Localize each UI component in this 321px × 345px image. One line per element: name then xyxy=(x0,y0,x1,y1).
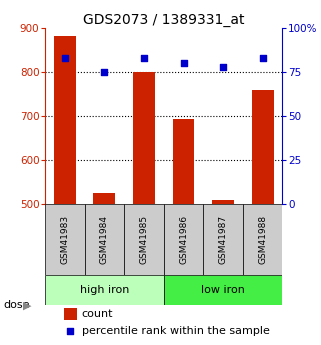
Point xyxy=(260,55,265,60)
Bar xyxy=(64,308,77,320)
Bar xyxy=(164,275,282,305)
Text: low iron: low iron xyxy=(201,285,245,295)
Text: dose: dose xyxy=(3,300,30,310)
Bar xyxy=(93,193,115,205)
Text: GSM41983: GSM41983 xyxy=(60,215,69,264)
Bar xyxy=(203,205,243,275)
Bar xyxy=(243,205,282,275)
Bar xyxy=(164,205,203,275)
Bar xyxy=(212,200,234,205)
Bar xyxy=(45,205,84,275)
Point xyxy=(141,55,146,60)
Text: high iron: high iron xyxy=(80,285,129,295)
Title: GDS2073 / 1389331_at: GDS2073 / 1389331_at xyxy=(83,12,245,27)
Bar xyxy=(45,275,164,305)
Bar xyxy=(173,119,195,205)
Text: GSM41986: GSM41986 xyxy=(179,215,188,264)
Bar xyxy=(133,72,155,205)
Bar xyxy=(84,205,124,275)
Point xyxy=(181,60,186,66)
Text: GSM41985: GSM41985 xyxy=(139,215,148,264)
Bar xyxy=(252,89,273,205)
Point xyxy=(221,64,226,69)
Text: percentile rank within the sample: percentile rank within the sample xyxy=(82,326,270,336)
Bar xyxy=(124,205,164,275)
Point xyxy=(62,55,67,60)
Text: GSM41988: GSM41988 xyxy=(258,215,267,264)
Point xyxy=(68,328,73,334)
Point xyxy=(102,69,107,75)
Text: count: count xyxy=(82,309,113,319)
Bar xyxy=(54,37,76,205)
Text: GSM41984: GSM41984 xyxy=(100,215,109,264)
Text: GSM41987: GSM41987 xyxy=(219,215,228,264)
Text: ▶: ▶ xyxy=(23,300,31,310)
